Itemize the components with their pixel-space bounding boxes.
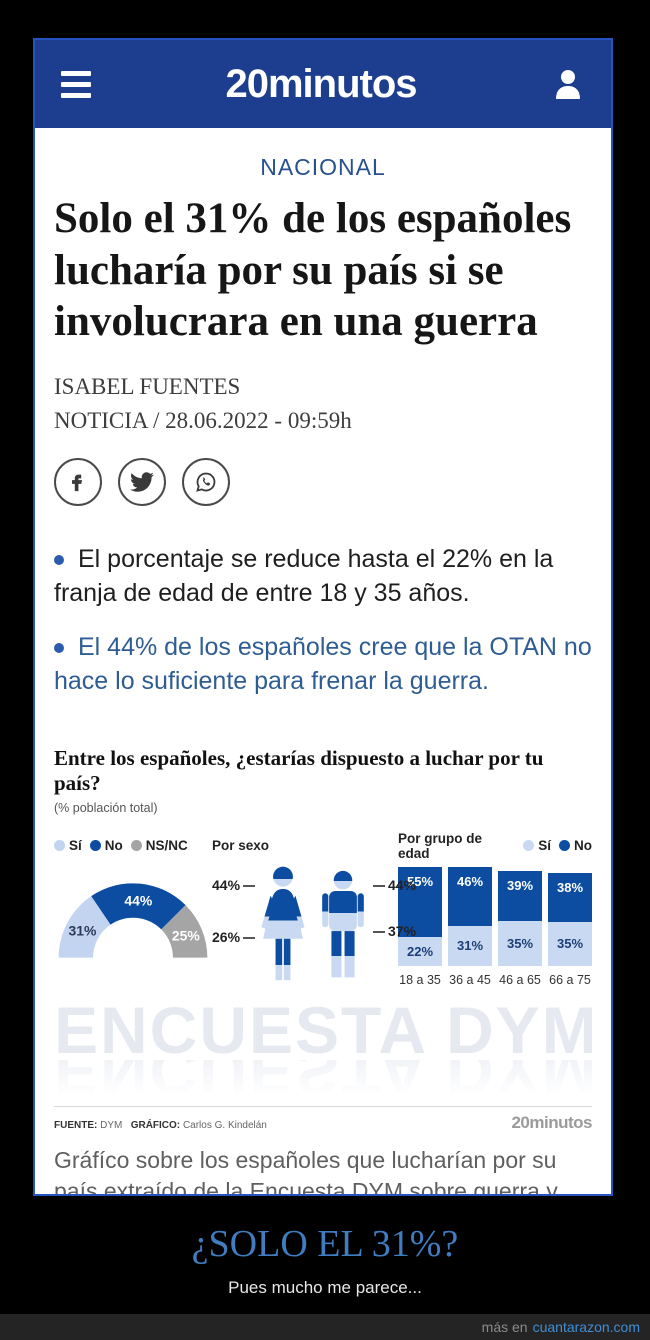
chart-source: FUENTE: DYM GRÁFICO: Carlos G. Kindelán (54, 1120, 267, 1132)
meme-title: ¿SOLO EL 31%? (191, 1223, 459, 1265)
age-bar: 46% 31% 36 a 45 (448, 866, 492, 987)
by-age-chart: Por grupo de edad Sí No 55% 22% 18 a 35 46%… (398, 831, 592, 991)
by-sex-label: Por sexo (212, 838, 270, 854)
menu-icon[interactable] (61, 70, 91, 98)
whatsapp-icon (196, 472, 216, 492)
age-bar: 38% 35% 66 a 75 (548, 872, 592, 987)
female-pictogram (261, 866, 305, 980)
male-si-label: 37% (370, 923, 416, 939)
footer-prefix: más en (481, 1319, 528, 1335)
watermark: ENCUESTA DYM ENCUESTA DYM (54, 1000, 592, 1101)
key-points-list: El porcentaje se reduce hasta el 22% en … (54, 542, 592, 698)
category-link[interactable]: NACIONAL (260, 154, 386, 180)
key-point-2-link[interactable]: El 44% de los españoles cree que la OTAN… (54, 632, 592, 695)
legend-si: Sí (54, 838, 82, 853)
age-bars: 55% 22% 18 a 35 46% 31% 36 a 45 39% 35% 46 a 65 3… (398, 866, 592, 987)
svg-text:25%: 25% (172, 927, 201, 943)
facebook-icon (72, 474, 83, 491)
article-author: ISABEL FUENTES (54, 373, 241, 399)
age-bar: 55% 22% 18 a 35 (398, 866, 442, 987)
legend-no: No (89, 838, 123, 853)
female-si-label: 26% (212, 929, 258, 945)
meme-subtitle: Pues mucho me parece... (228, 1278, 422, 1297)
chart-title: Entre los españoles, ¿estarías dispuesto… (54, 745, 544, 795)
brand-logo[interactable]: 20minutos (225, 61, 417, 106)
bullet-dot (54, 555, 64, 566)
whatsapp-share-button[interactable] (182, 457, 230, 506)
svg-text:44%: 44% (124, 892, 153, 908)
article-content: NACIONAL Solo el 31% de los españoles lu… (35, 154, 611, 1196)
survey-infographic: Entre los españoles, ¿estarías dispuesto… (54, 746, 592, 1133)
by-sex-chart: Por sexo 44% 26% (212, 835, 416, 991)
footer-site-link[interactable]: cuantarazon.com (532, 1319, 640, 1335)
female-no-label: 44% (212, 877, 258, 893)
facebook-share-button[interactable] (54, 457, 102, 506)
gauge-chart: Sí No NS/NC 31% 44% 25% (54, 835, 212, 991)
male-pictogram (322, 870, 364, 978)
app-header: 20minutos (35, 40, 611, 128)
age-bar: 39% 35% 46 a 65 (498, 870, 542, 987)
twitter-share-button[interactable] (118, 457, 166, 506)
article-meta: NOTICIA / 28.06.2022 - 09:59h (54, 407, 352, 433)
male-no-label: 44% (370, 877, 416, 893)
meme-text-block: ¿SOLO EL 31%? Pues mucho me parece... (0, 1196, 650, 1314)
legend-nsnc: NS/NC (130, 838, 188, 853)
key-point-1: El porcentaje se reduce hasta el 22% en … (54, 544, 554, 607)
twitter-icon (130, 472, 154, 492)
site-footer: más en cuantarazon.com (0, 1314, 650, 1340)
svg-text:31%: 31% (69, 922, 98, 938)
article-headline: Solo el 31% de los españoles lucharía po… (54, 195, 572, 346)
image-caption: Gráfíco sobre los españoles que lucharía… (54, 1147, 558, 1196)
gauge-svg: 31% 44% 25% (58, 883, 208, 958)
chart-source-row: FUENTE: DYM GRÁFICO: Carlos G. Kindelán … (54, 1106, 592, 1133)
bullet-dot (54, 643, 64, 654)
social-share-row (54, 457, 592, 506)
age-legend-no: No (559, 838, 592, 853)
news-screenshot-card: 20minutos NACIONAL Solo el 31% de los es… (33, 38, 613, 1196)
chart-subtitle: (% población total) (54, 800, 158, 815)
age-legend-si: Sí (523, 838, 551, 853)
chart-brand: 20minutos (511, 1113, 592, 1133)
by-age-label: Por grupo de edad (398, 830, 482, 861)
user-icon[interactable] (551, 67, 585, 101)
